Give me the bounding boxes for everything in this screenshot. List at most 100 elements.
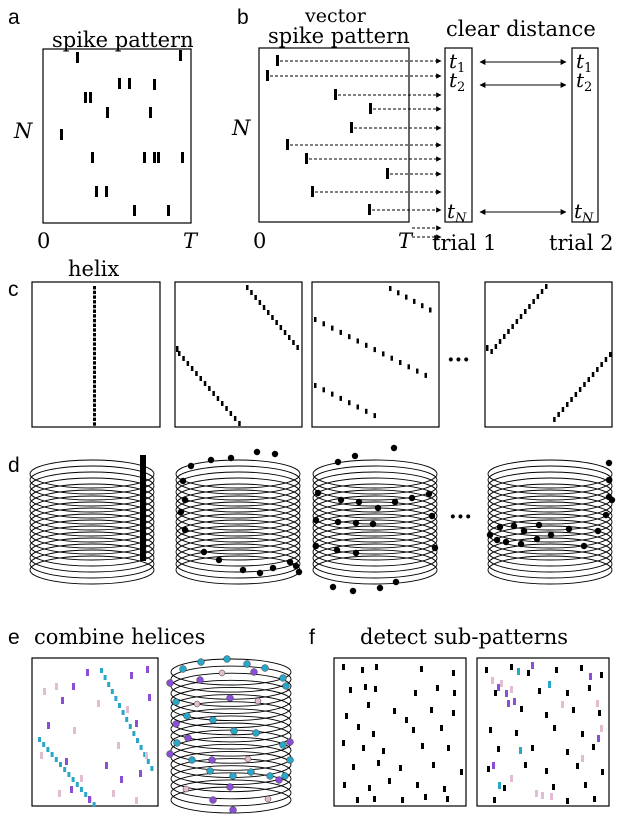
helix-ring — [29, 471, 155, 501]
purple-spike — [105, 762, 108, 769]
panel-b-x-end: T — [398, 229, 414, 253]
cyan-spike — [548, 681, 551, 688]
helix-ring — [29, 495, 155, 525]
helix-spike — [178, 351, 181, 356]
spike-mark — [91, 152, 94, 163]
spike-dot — [177, 508, 185, 516]
helix-dot-cyan — [286, 756, 294, 764]
spike-mark — [368, 204, 371, 215]
panel-c-ellipsis: ··· — [447, 347, 470, 373]
helix-ring — [175, 459, 301, 489]
pink-spike — [541, 792, 544, 799]
helix-spike-cyan — [107, 682, 111, 687]
spike-mark — [531, 745, 534, 751]
aligned-spikes-bar — [140, 455, 146, 561]
helix-ring — [170, 722, 292, 750]
helix-ring — [312, 465, 438, 495]
spike-mark — [128, 78, 131, 89]
spike-dot — [352, 519, 360, 527]
pink-spike — [600, 725, 603, 732]
cylinder-2 — [175, 448, 303, 585]
trial2-t1-sub: 1 — [584, 61, 592, 76]
panel-f-spikes — [342, 662, 604, 804]
panel-a-spikes — [60, 50, 184, 216]
helix-spike — [93, 375, 96, 379]
helix-spike-cyan — [128, 724, 132, 729]
helix-spike-cyan — [139, 745, 143, 750]
helix-spike — [216, 396, 220, 401]
helix-spike — [93, 384, 96, 389]
cylinder-4 — [486, 459, 616, 585]
purple-spike — [492, 762, 495, 769]
pink-spike — [550, 793, 553, 800]
spike-mark — [388, 778, 391, 784]
spike-mark — [369, 103, 372, 114]
helix-ring — [312, 477, 438, 507]
spike-dot — [312, 516, 320, 524]
spike-mark — [386, 168, 389, 179]
helix-spike — [397, 290, 400, 296]
spike-mark — [593, 796, 596, 802]
helix-spike — [356, 338, 359, 344]
panel-label-c: c — [8, 278, 19, 301]
spike-dot — [565, 525, 573, 533]
pink-spike — [561, 701, 564, 708]
helix-spike — [93, 403, 96, 407]
trial2-tN-base: t — [574, 199, 583, 223]
spike-mark — [552, 784, 555, 790]
helix-dot-purple — [226, 694, 234, 702]
helix-spike — [267, 310, 270, 315]
pink-spike — [40, 752, 43, 759]
spike-mark — [179, 50, 182, 61]
spike-mark — [149, 107, 152, 118]
helix-ring — [29, 525, 155, 555]
helix-ring — [175, 543, 301, 573]
spike-mark — [374, 686, 377, 692]
pink-spike — [581, 755, 584, 762]
spike-dot — [376, 584, 384, 592]
helix-ring — [170, 772, 292, 800]
combined-cylinder — [166, 655, 294, 814]
helix-spike — [93, 286, 96, 290]
helix-spike — [262, 305, 266, 310]
helix-spike — [545, 284, 548, 289]
panel-b-title-line2: spike pattern — [268, 24, 410, 48]
panel-e-frame — [31, 657, 159, 807]
helix-ring — [170, 729, 292, 757]
helix-ring — [175, 495, 301, 525]
panel-d-cylinders — [29, 444, 616, 595]
helix-spike — [190, 366, 194, 371]
helix-dot-cyan — [209, 716, 217, 724]
spike-dot — [351, 452, 359, 460]
helix-ring — [170, 701, 292, 729]
helix-ring — [487, 477, 613, 507]
helix-spike — [390, 355, 393, 361]
panel-label-d: d — [8, 454, 20, 477]
spike-mark — [443, 786, 446, 792]
helix-spike — [93, 347, 96, 351]
helix-spike — [356, 404, 359, 410]
spike-mark — [566, 798, 569, 804]
spike-mark — [447, 745, 450, 751]
helix-ring — [487, 495, 613, 525]
pink-spike — [135, 797, 138, 804]
spike-dot — [502, 538, 510, 546]
helix-spike — [93, 309, 96, 313]
helix-ring — [170, 765, 292, 793]
spike-mark — [95, 186, 98, 197]
helix-ring — [29, 507, 155, 537]
cylinder-3 — [312, 444, 439, 595]
purple-spike — [70, 786, 73, 793]
spike-mark — [334, 89, 337, 100]
helix-spike — [424, 372, 427, 378]
purple-spike — [61, 697, 64, 704]
helix-ring — [487, 489, 613, 519]
helix-ring — [487, 525, 613, 555]
panel-f-frame-1 — [333, 657, 467, 807]
spike-mark — [153, 152, 156, 163]
helix-ring — [29, 483, 155, 513]
spike-dot — [535, 521, 543, 529]
helix-ring — [175, 489, 301, 519]
panel-b-x-start: 0 — [253, 229, 266, 253]
